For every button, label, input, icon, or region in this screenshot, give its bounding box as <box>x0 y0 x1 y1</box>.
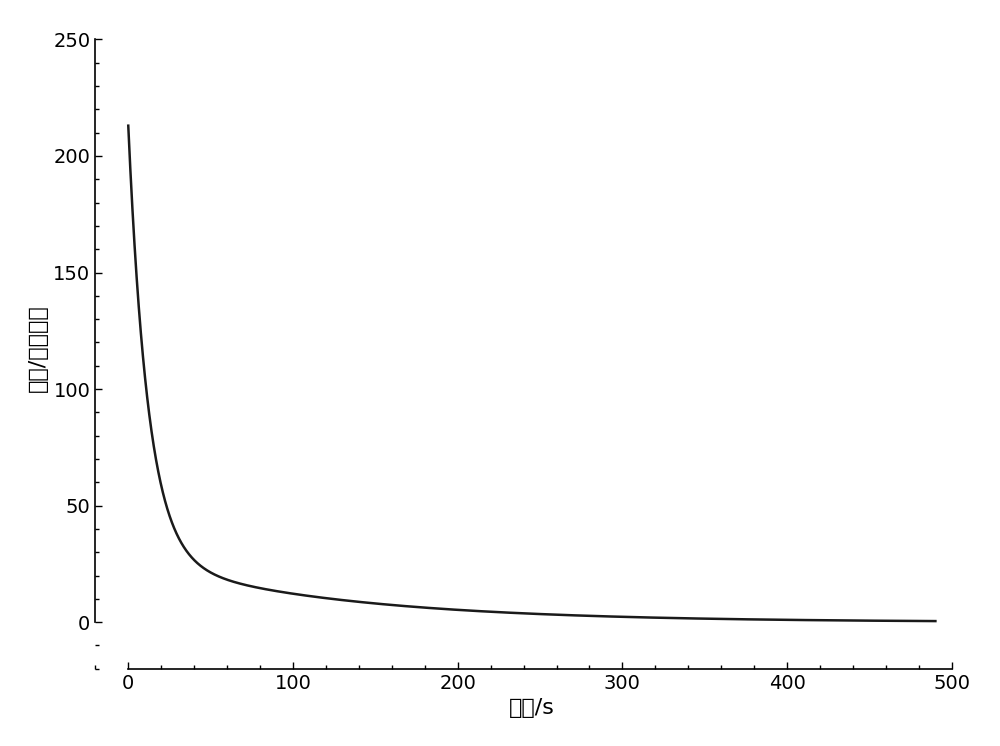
Y-axis label: 能量/任意单位: 能量/任意单位 <box>28 304 48 392</box>
X-axis label: 时间/s: 时间/s <box>509 698 555 718</box>
